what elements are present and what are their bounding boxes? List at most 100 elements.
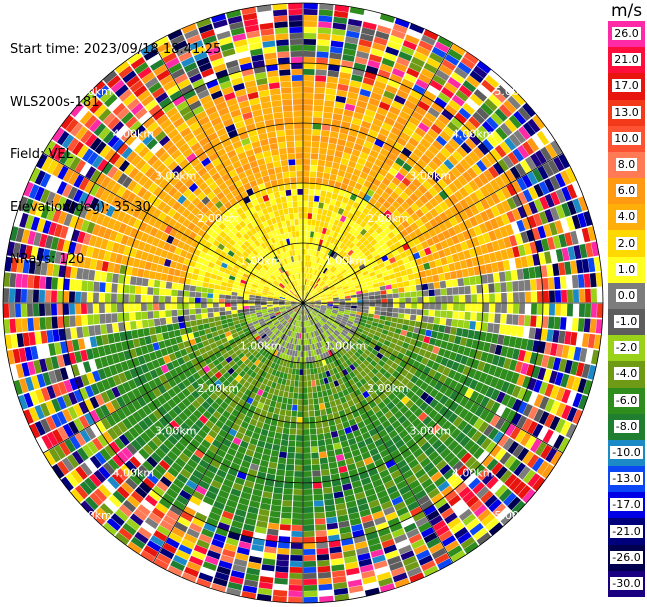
velocity-gate	[389, 273, 396, 280]
velocity-gate	[144, 494, 158, 507]
velocity-gate	[180, 422, 191, 432]
velocity-gate	[208, 444, 219, 454]
velocity-gate	[303, 519, 314, 525]
velocity-gate	[60, 476, 74, 492]
velocity-gate	[282, 360, 288, 367]
velocity-gate	[260, 356, 267, 364]
velocity-gate	[510, 221, 520, 234]
velocity-gate	[303, 429, 310, 435]
velocity-gate	[249, 308, 256, 312]
velocity-gate	[413, 163, 424, 174]
velocity-gate	[303, 249, 306, 255]
velocity-gate	[343, 311, 350, 316]
velocity-gate	[153, 310, 160, 319]
velocity-gate	[337, 169, 346, 178]
velocity-gate	[337, 391, 345, 399]
velocity-gate	[102, 462, 116, 476]
velocity-gate	[342, 177, 350, 185]
velocity-gate	[447, 154, 459, 166]
velocity-gate	[537, 367, 547, 381]
velocity-gate	[50, 236, 60, 250]
velocity-gate	[362, 359, 370, 367]
velocity-gate	[405, 197, 415, 207]
velocity-gate	[448, 99, 462, 112]
velocity-gate	[571, 317, 579, 332]
velocity-gate	[303, 123, 312, 129]
velocity-gate	[286, 336, 290, 343]
velocity-gate	[343, 327, 350, 333]
velocity-gate	[76, 267, 84, 280]
velocity-gate	[375, 566, 390, 576]
velocity-gate	[306, 320, 310, 327]
velocity-gate	[493, 228, 503, 240]
velocity-gate	[418, 73, 432, 85]
velocity-gate	[33, 359, 42, 374]
velocity-gate	[425, 329, 432, 337]
velocity-gate	[116, 450, 129, 464]
velocity-gate	[344, 293, 351, 297]
velocity-gate	[89, 455, 102, 469]
velocity-gate	[81, 303, 87, 314]
velocity-gate	[327, 328, 333, 335]
velocity-gate	[331, 312, 338, 316]
velocity-gate	[171, 303, 177, 310]
velocity-gate	[386, 346, 394, 354]
velocity-gate	[313, 99, 324, 106]
velocity-gate	[68, 201, 78, 215]
velocity-gate	[204, 344, 212, 352]
velocity-gate	[428, 337, 437, 346]
velocity-gate	[464, 285, 471, 295]
velocity-gate	[462, 365, 471, 376]
velocity-gate	[171, 344, 180, 353]
velocity-gate	[326, 516, 338, 524]
velocity-gate	[459, 259, 468, 269]
velocity-gate	[339, 258, 346, 265]
velocity-gate	[409, 403, 419, 413]
velocity-gate	[306, 243, 310, 249]
velocity-gate	[424, 430, 435, 441]
velocity-gate	[254, 359, 261, 366]
velocity-gate	[258, 434, 267, 442]
velocity-gate	[268, 310, 275, 314]
velocity-gate	[135, 230, 144, 241]
velocity-gate	[423, 405, 434, 416]
velocity-gate	[478, 173, 489, 185]
velocity-gate	[331, 333, 337, 339]
velocity-gate	[517, 387, 527, 400]
velocity-gate	[337, 256, 343, 263]
velocity-gate	[407, 94, 420, 105]
velocity-gate	[430, 424, 441, 435]
velocity-gate	[383, 52, 397, 62]
velocity-gate	[330, 251, 336, 258]
velocity-gate	[399, 110, 411, 121]
velocity-gate	[401, 177, 412, 187]
velocity-gate	[298, 308, 301, 315]
velocity-gate	[329, 217, 335, 225]
velocity-gate	[222, 388, 231, 397]
velocity-gate	[348, 242, 355, 250]
velocity-gate	[406, 67, 420, 78]
velocity-gate	[347, 267, 354, 274]
velocity-gate	[264, 385, 271, 393]
velocity-gate	[57, 426, 69, 441]
velocity-gate	[100, 189, 111, 202]
velocity-gate	[420, 169, 430, 180]
velocity-gate	[332, 113, 343, 121]
velocity-gate	[398, 167, 409, 177]
velocity-gate	[111, 303, 117, 313]
velocity-gate	[374, 80, 387, 90]
velocity-gate	[358, 276, 365, 282]
velocity-gate	[405, 225, 414, 234]
velocity-gate	[432, 156, 443, 167]
velocity-gate	[309, 332, 313, 339]
velocity-gate	[150, 334, 158, 343]
velocity-gate	[177, 283, 185, 291]
velocity-gate	[95, 200, 105, 213]
velocity-gate	[277, 365, 283, 372]
velocity-gate	[344, 171, 353, 180]
velocity-gate	[135, 285, 142, 295]
velocity-gate	[573, 303, 579, 317]
velocity-gate	[148, 512, 162, 524]
velocity-gate	[506, 383, 516, 396]
velocity-gate	[459, 303, 465, 312]
